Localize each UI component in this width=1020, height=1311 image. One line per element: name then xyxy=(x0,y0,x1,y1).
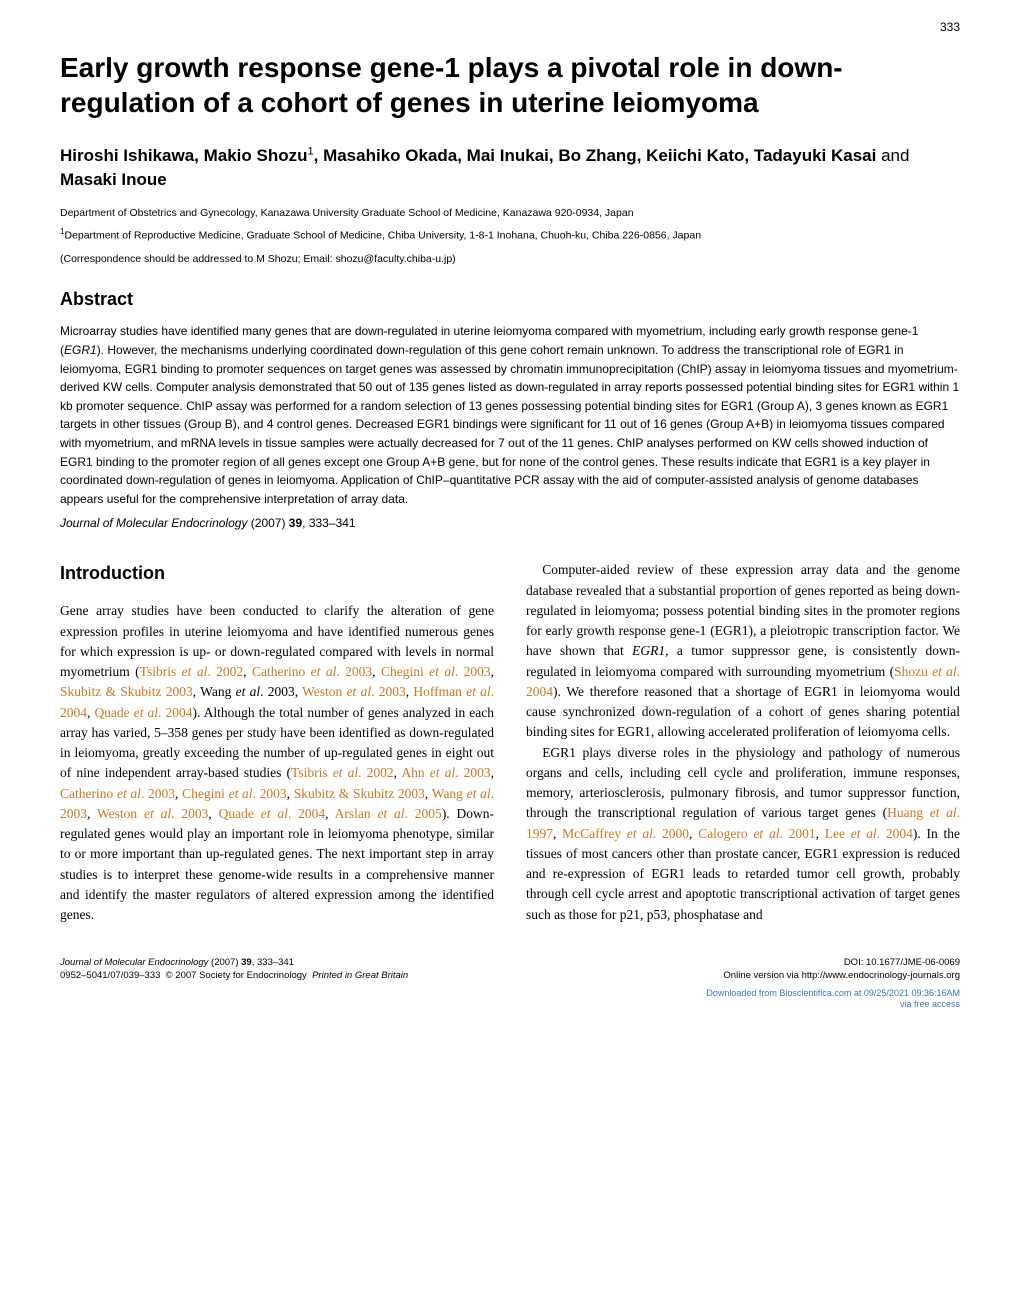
page-number: 333 xyxy=(940,20,960,34)
body-columns: Introduction Gene array studies have bee… xyxy=(60,560,960,925)
footer-journal: Journal of Molecular Endocrinology (2007… xyxy=(60,957,408,970)
column-right: Computer-aided review of these expressio… xyxy=(526,560,960,925)
affiliation-secondary: 1Department of Reproductive Medicine, Gr… xyxy=(60,226,960,243)
intro-paragraph-2: Computer-aided review of these expressio… xyxy=(526,560,960,742)
introduction-heading: Introduction xyxy=(60,560,494,587)
intro-paragraph-3: EGR1 plays diverse roles in the physiolo… xyxy=(526,743,960,925)
authors: Hiroshi Ishikawa, Makio Shozu1, Masahiko… xyxy=(60,144,960,192)
footer-right: DOI: 10.1677/JME-06-0069 Online version … xyxy=(723,957,960,983)
download-watermark: Downloaded from Bioscientifica.com at 09… xyxy=(706,988,960,1011)
footer-copyright: 0952–5041/07/039–333 © 2007 Society for … xyxy=(60,970,408,983)
affiliation-primary: Department of Obstetrics and Gynecology,… xyxy=(60,206,960,221)
page-footer: Journal of Molecular Endocrinology (2007… xyxy=(60,957,960,983)
abstract-heading: Abstract xyxy=(60,289,960,310)
journal-citation: Journal of Molecular Endocrinology (2007… xyxy=(60,516,960,530)
abstract-text: Microarray studies have identified many … xyxy=(60,322,960,508)
watermark-line-2: via free access xyxy=(706,999,960,1011)
intro-paragraph-1: Gene array studies have been conducted t… xyxy=(60,601,494,925)
watermark-line-1: Downloaded from Bioscientifica.com at 09… xyxy=(706,988,960,1000)
footer-online-url: Online version via http://www.endocrinol… xyxy=(723,970,960,983)
column-left: Introduction Gene array studies have bee… xyxy=(60,560,494,925)
article-title: Early growth response gene-1 plays a piv… xyxy=(60,50,960,120)
footer-doi: DOI: 10.1677/JME-06-0069 xyxy=(723,957,960,970)
correspondence: (Correspondence should be addressed to M… xyxy=(60,253,960,265)
footer-left: Journal of Molecular Endocrinology (2007… xyxy=(60,957,408,983)
